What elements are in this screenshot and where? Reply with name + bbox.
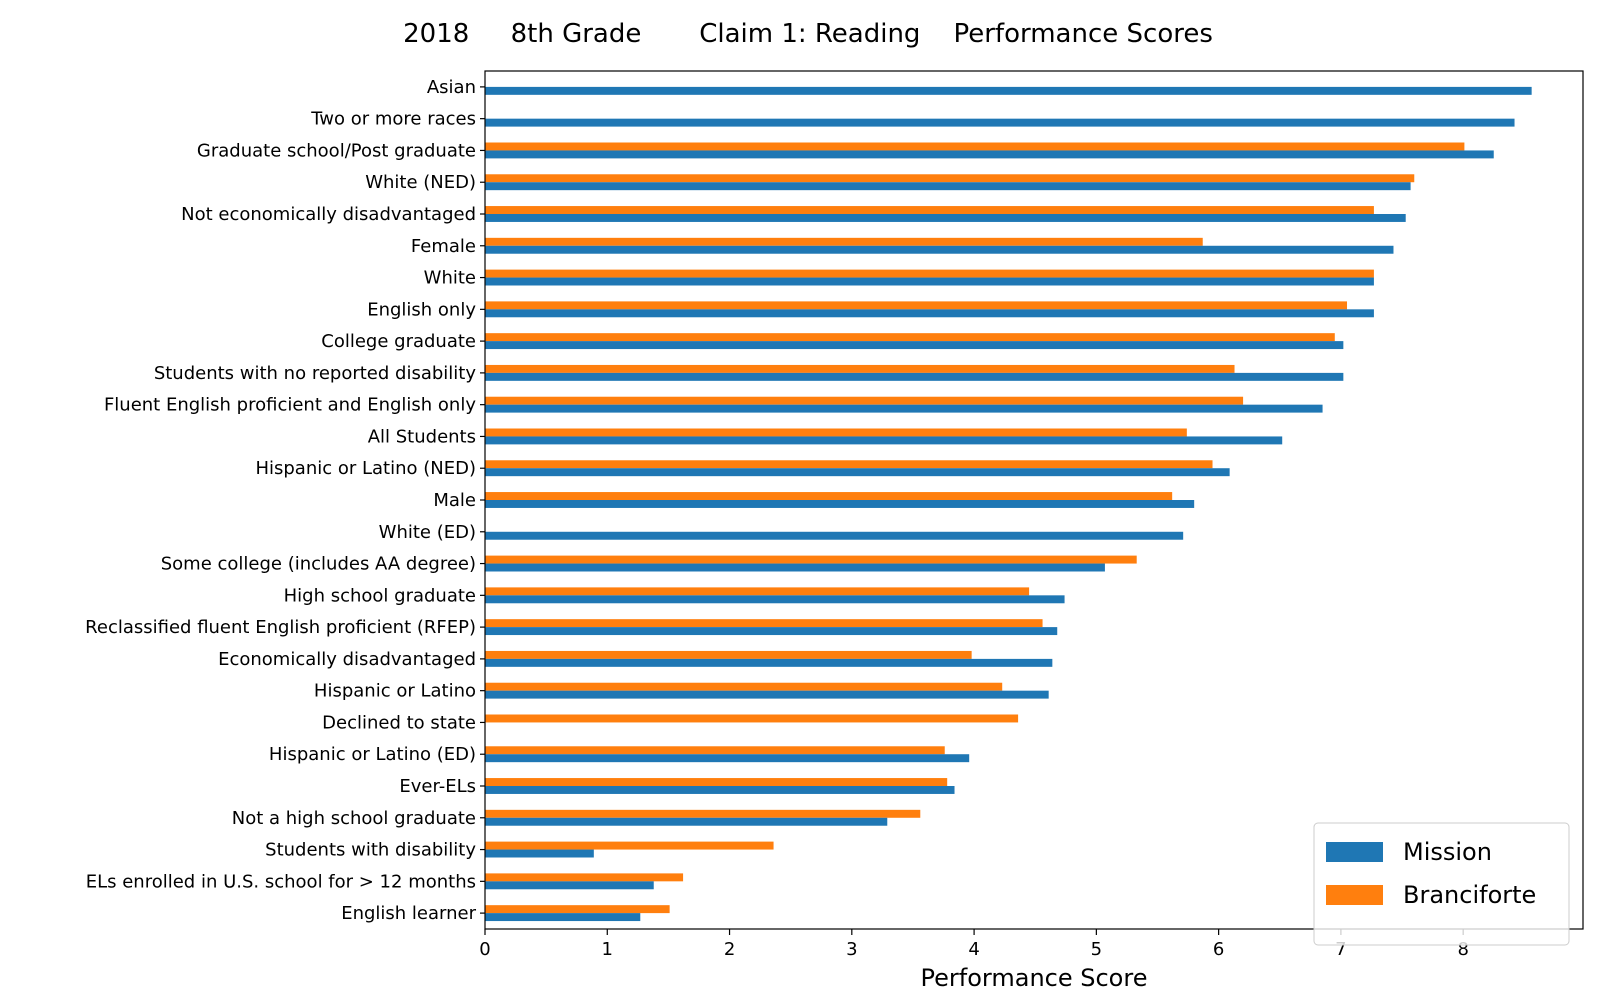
legend: Mission Branciforte <box>1313 822 1570 946</box>
bar-mission-not-a-high-school-graduate <box>485 817 888 826</box>
bar-mission-hispanic-or-latino <box>485 690 1049 699</box>
y-tick-label-not-economically-disadvantaged: Not economically disadvantaged <box>181 204 476 225</box>
bar-mission-white-ed <box>485 531 1184 540</box>
bar-branciforte-all-students <box>485 428 1187 437</box>
bar-branciforte-white-ned <box>485 174 1415 183</box>
y-tick-label-white: White <box>424 268 476 289</box>
bar-branciforte-students-with-no-reported-disability <box>485 364 1235 373</box>
bar-mission-white <box>485 277 1374 286</box>
y-tick-label-white-ed: White (ED) <box>379 522 476 543</box>
y-tick-label-hispanic-or-latino-ed: Hispanic or Latino (ED) <box>269 744 476 765</box>
y-tick-label-female: Female <box>411 236 476 257</box>
bar-branciforte-male <box>485 492 1173 500</box>
x-tick-label-6: 6 <box>1213 939 1224 960</box>
y-tick-label-english-only: English only <box>367 299 476 320</box>
bar-branciforte-declined-to-state <box>485 714 1019 723</box>
bar-mission-male <box>485 500 1195 508</box>
bar-branciforte-college-graduate <box>485 333 1335 342</box>
y-tick-label-asian: Asian <box>427 77 476 98</box>
legend-label-mission: Mission <box>1403 838 1492 866</box>
x-tick-label-2: 2 <box>724 939 735 960</box>
y-tick-label-els-enrolled-in-u-s-school-for-12-months: ELs enrolled in U.S. school for > 12 mon… <box>86 871 476 892</box>
bar-branciforte-english-learner <box>485 905 670 914</box>
bar-branciforte-some-college-includes-aa-degree <box>485 555 1137 564</box>
bar-branciforte-els-enrolled-in-u-s-school-for-12-months <box>485 873 684 882</box>
bar-mission-college-graduate <box>485 341 1344 350</box>
bar-mission-hispanic-or-latino-ned <box>485 468 1230 477</box>
y-tick-label-english-learner: English learner <box>341 903 476 924</box>
bar-mission-hispanic-or-latino-ed <box>485 754 970 763</box>
bar-branciforte-fluent-english-proficient-and-english-only <box>485 396 1244 405</box>
bar-mission-english-only <box>485 309 1374 318</box>
bar-branciforte-not-a-high-school-graduate <box>485 809 921 818</box>
y-tick-label-all-students: All Students <box>368 426 476 447</box>
bar-mission-students-with-no-reported-disability <box>485 372 1344 381</box>
legend-label-branciforte: Branciforte <box>1403 881 1536 909</box>
bar-branciforte-reclassified-fluent-english-proficient-rfep <box>485 619 1043 628</box>
bar-mission-some-college-includes-aa-degree <box>485 563 1105 572</box>
x-tick-label-3: 3 <box>846 939 857 960</box>
x-axis-title: Performance Score <box>921 964 1148 992</box>
x-tick-label-5: 5 <box>1091 939 1102 960</box>
bar-mission-students-with-disability <box>485 849 594 858</box>
bar-branciforte-students-with-disability <box>485 841 774 850</box>
y-tick-label-fluent-english-proficient-and-english-only: Fluent English proficient and English on… <box>104 395 476 416</box>
bar-mission-two-or-more-races <box>485 118 1515 127</box>
bar-mission-graduate-school-post-graduate <box>485 150 1494 159</box>
y-tick-label-some-college-includes-aa-degree: Some college (includes AA degree) <box>161 554 476 575</box>
bar-branciforte-white <box>485 269 1374 278</box>
y-tick-label-two-or-more-races: Two or more races <box>310 109 476 130</box>
bar-branciforte-hispanic-or-latino-ned <box>485 460 1213 469</box>
bars-layer <box>485 86 1532 922</box>
bar-mission-all-students <box>485 436 1283 445</box>
bar-mission-ever-els <box>485 786 955 794</box>
bar-mission-english-learner <box>485 913 641 922</box>
y-tick-label-college-graduate: College graduate <box>321 331 476 352</box>
bar-mission-not-economically-disadvantaged <box>485 214 1406 222</box>
x-tick-label-4: 4 <box>968 939 979 960</box>
bar-branciforte-hispanic-or-latino <box>485 682 1003 691</box>
bar-branciforte-female <box>485 237 1203 246</box>
legend-swatch-mission <box>1326 842 1383 862</box>
y-tick-label-economically-disadvantaged: Economically disadvantaged <box>218 649 476 670</box>
bar-branciforte-high-school-graduate <box>485 587 1030 596</box>
y-tick-label-graduate-school-post-graduate: Graduate school/Post graduate <box>197 140 476 161</box>
bar-branciforte-ever-els <box>485 778 948 786</box>
bar-mission-fluent-english-proficient-and-english-only <box>485 404 1323 413</box>
y-tick-label-reclassified-fluent-english-proficient-rfep: Reclassified fluent English proficient (… <box>85 617 476 638</box>
y-tick-label-high-school-graduate: High school graduate <box>284 585 476 606</box>
y-tick-label-students-with-disability: Students with disability <box>265 840 476 861</box>
bar-mission-reclassified-fluent-english-proficient-rfep <box>485 627 1058 636</box>
x-tick-label-8: 8 <box>1457 939 1468 960</box>
chart-title: 2018 8th Grade Claim 1: Reading Performa… <box>403 19 1213 49</box>
bar-branciforte-english-only <box>485 301 1348 310</box>
legend-swatch-branciforte <box>1326 885 1383 905</box>
bar-branciforte-hispanic-or-latino-ed <box>485 746 945 755</box>
bar-mission-els-enrolled-in-u-s-school-for-12-months <box>485 881 654 890</box>
y-tick-label-male: Male <box>433 490 476 511</box>
x-tick-label-1: 1 <box>602 939 613 960</box>
x-tick-label-7: 7 <box>1335 939 1346 960</box>
y-tick-label-students-with-no-reported-disability: Students with no reported disability <box>154 363 477 384</box>
y-tick-label-white-ned: White (NED) <box>365 172 476 193</box>
bar-branciforte-economically-disadvantaged <box>485 650 972 659</box>
bar-branciforte-not-economically-disadvantaged <box>485 206 1374 214</box>
bar-mission-white-ned <box>485 182 1411 191</box>
bar-mission-high-school-graduate <box>485 595 1065 604</box>
bar-mission-female <box>485 245 1394 254</box>
bar-mission-asian <box>485 86 1532 95</box>
y-tick-label-hispanic-or-latino-ned: Hispanic or Latino (NED) <box>255 458 476 479</box>
y-tick-label-ever-els: Ever-ELs <box>399 776 476 797</box>
x-tick-label-0: 0 <box>479 939 490 960</box>
y-tick-label-declined-to-state: Declined to state <box>322 712 476 733</box>
y-axis: Asian Two or more races Graduate school/Po… <box>85 77 485 924</box>
y-tick-label-hispanic-or-latino: Hispanic or Latino <box>314 681 476 702</box>
bar-branciforte-graduate-school-post-graduate <box>485 142 1465 151</box>
bar-mission-economically-disadvantaged <box>485 658 1053 667</box>
y-tick-label-not-a-high-school-graduate: Not a high school graduate <box>232 808 476 829</box>
